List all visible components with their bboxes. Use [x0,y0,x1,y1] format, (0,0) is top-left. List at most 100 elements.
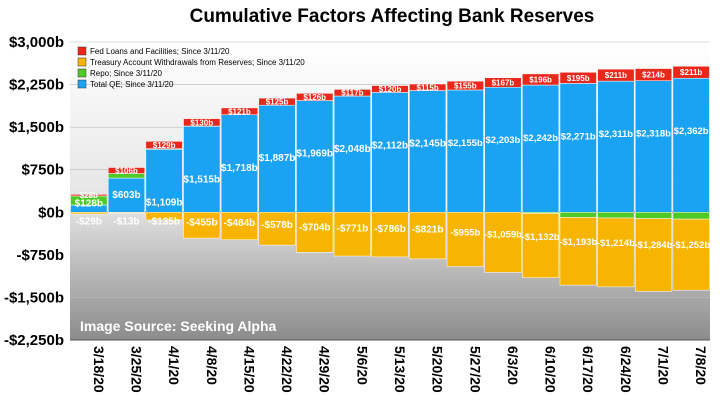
data-label-total-qe: $2,318b [636,129,671,140]
data-label-fed-loans: $129b [153,141,176,150]
bar-treasury-account [296,212,334,253]
image-source-annotation: Image Source: Seeking Alpha [80,318,277,334]
bar-repo [559,212,597,218]
bar-fed-loans [333,89,371,97]
bar-total-qe [446,89,484,213]
y-tick-label: -$750b [16,247,64,264]
data-label-fed-loans: $117b [341,89,363,98]
x-tick-label: 5/6/20 [354,346,370,385]
bar-fed-loans [145,141,183,149]
data-label-total-qe: $2,112b [372,140,408,151]
data-label-total-qe: $1,887b [259,153,296,164]
x-tick-label: 6/3/20 [505,346,521,385]
data-label-fed-loans: $167b [492,78,515,87]
y-axis: $3,000b $2,250b $1,500b $750b $0b -$750b -$1,5… [4,34,64,349]
legend-label: Total QE; Since 3/11/20 [90,80,174,89]
y-tick-label: $750b [21,162,64,179]
data-label-treasury-account: -$578b [261,220,293,231]
bar-treasury-account [333,212,371,257]
data-label-fed-loans: $125b [266,98,289,107]
data-label-total-qe: $1,969b [296,149,333,160]
legend-swatch [77,79,87,89]
bar-fed-loans [672,65,710,79]
data-label-treasury-account: -$1,284b [635,240,673,251]
bar-fed-loans [484,77,522,88]
x-tick-label: 5/13/20 [392,346,408,393]
bars [70,65,710,292]
x-tick-label: 6/24/20 [618,346,634,393]
legend-label: Treasury Account Withdrawals from Reserv… [90,58,305,67]
data-label-treasury-account: -$955b [450,227,480,238]
bar-treasury-account [559,217,597,286]
bar-total-qe [635,80,673,213]
y-tick-label: -$2,250b [4,332,64,349]
bar-treasury-account [672,218,710,291]
data-label-total-qe: $1,515b [183,174,220,185]
data-label-treasury-account: -$1,132b [522,232,560,243]
bar-fed-loans [70,194,108,197]
data-label-fed-loans: $211b [680,68,702,77]
bar-total-qe [183,126,221,213]
data-label-treasury-account: -$29b [76,216,102,227]
data-label-treasury-account: -$821b [412,225,444,236]
data-label-fed-loans: $126b [303,93,326,102]
legend: Fed Loans and Facilities; Since 3/11/20 T… [77,46,305,89]
bar-fed-loans [258,97,296,106]
bar-treasury-account [220,212,258,241]
bar-fed-loans [183,118,221,127]
bar-total-qe [559,83,597,213]
bar-treasury-account [635,218,673,292]
data-label-total-qe: $2,203b [486,135,521,146]
x-tick-label: 6/17/20 [580,346,596,393]
y-tick-label: -$1,500b [4,289,64,306]
bar-fed-loans [371,85,409,93]
bar-treasury-account [522,213,560,278]
bar-fed-loans [597,68,635,82]
data-label-total-qe: $2,242b [523,133,558,144]
x-tick-label: 6/10/20 [543,346,559,393]
bar-fed-loans [409,83,447,91]
y-tick-label: $1,500b [9,119,64,136]
legend-label: Fed Loans and Facilities; Since 3/11/20 [90,47,230,56]
data-label-treasury-account: -$786b [374,224,406,235]
bar-repo [597,212,635,219]
bar-treasury-account [371,212,409,258]
bar-treasury-account [409,212,447,260]
data-label-total-qe: $2,311b [599,129,634,140]
bar-total-qe [371,92,409,213]
data-label-total-qe: $2,271b [561,131,596,142]
x-tick-label: 4/15/20 [241,346,257,393]
data-label-fed-loans: $28b [80,191,98,200]
data-label-fed-loans: $120b [379,85,402,94]
data-label-total-qe: $1,109b [146,197,183,208]
data-label-fed-loans: $211b [605,71,627,80]
bar-fed-loans [522,73,560,86]
bar-fed-loans [635,68,673,81]
bar-total-qe [484,86,522,213]
data-label-treasury-account: -$135b [148,216,180,227]
bar-fed-loans [220,107,258,116]
bar-fed-loans [296,93,334,101]
data-label-fed-loans: $121b [228,107,251,116]
bar-treasury-account [183,212,221,239]
data-label-fed-loans: $195b [567,74,590,83]
bar-repo [672,212,710,220]
bar-treasury-account [484,212,522,273]
data-label-treasury-account: -$771b [337,224,369,235]
x-tick-label: 5/20/20 [430,346,446,393]
bar-labels: $128b$28b -$29b $603b $106b -$13b $1,109b $129… [75,68,711,251]
x-tick-label: 4/22/20 [279,346,295,393]
x-tick-label: 7/8/20 [693,346,709,385]
bar-treasury-account [446,212,484,267]
x-tick-label: 7/1/20 [656,346,672,385]
data-label-total-qe: $128b [75,198,103,209]
bar-total-qe [258,104,296,213]
y-tick-label: $2,250b [9,77,64,94]
bar-fed-loans [559,72,597,84]
bar-fed-loans [446,80,484,91]
data-label-fed-loans: $106b [115,167,138,176]
data-label-fed-loans: $214b [642,71,665,80]
data-label-total-qe: $1,718b [221,163,258,174]
data-label-total-qe: $2,048b [334,144,371,155]
